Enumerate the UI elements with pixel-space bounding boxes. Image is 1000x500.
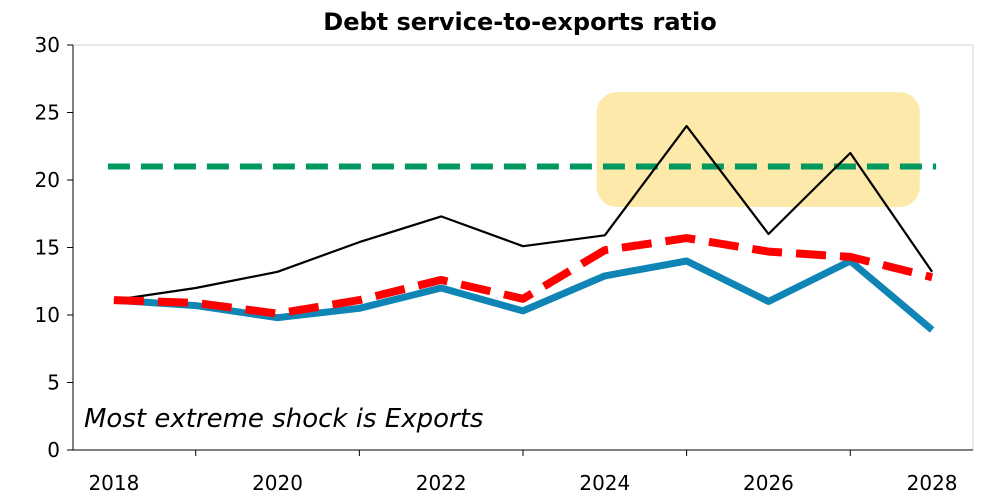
x-tick-label: 2026 [743, 471, 794, 495]
series-line-red-dashed [113, 234, 934, 318]
y-tick-label: 15 [35, 236, 60, 260]
y-tick-label: 30 [35, 33, 60, 57]
x-tick-label: 2022 [416, 471, 467, 495]
series-line-black [113, 124, 934, 302]
series-layer [107, 124, 937, 333]
chart-title: Debt service-to-exports ratio [323, 8, 716, 36]
y-tick-label: 20 [35, 168, 60, 192]
x-tick-label: 2024 [579, 471, 630, 495]
x-tick-label: 2018 [88, 471, 139, 495]
highlight-region [596, 92, 920, 207]
y-tick-label: 10 [35, 303, 60, 327]
y-tick-label: 25 [35, 101, 60, 125]
annotation-text: Most extreme shock is Exports [84, 404, 483, 434]
axes: 0 5 10 15 20 25 30 2018 2020 2022 2024 2026 2028 [35, 33, 973, 495]
x-tick-label: 2028 [907, 471, 958, 495]
y-tick-label: 5 [47, 371, 60, 395]
x-tick-label: 2020 [252, 471, 303, 495]
y-tick-label: 0 [47, 438, 60, 462]
